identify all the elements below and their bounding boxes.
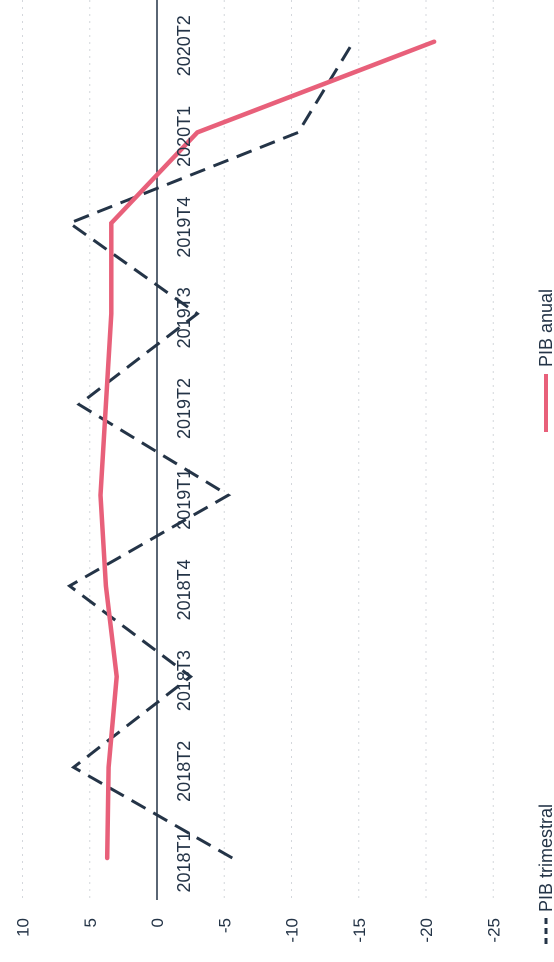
value-tick-labels: 10 5 0 -5 -10 -15 -20 -25 <box>14 918 504 943</box>
value-tick-label: -10 <box>283 918 302 943</box>
category-label: 2018T1 <box>174 831 194 892</box>
category-label: 2019T2 <box>174 378 194 439</box>
grid-lines <box>22 0 494 900</box>
category-label: 2019T3 <box>174 287 194 348</box>
value-tick-label: -15 <box>350 918 369 943</box>
value-tick-label: -5 <box>215 918 234 933</box>
series-line <box>98 39 437 861</box>
category-label: 2019T1 <box>174 469 194 530</box>
category-label: 2019T4 <box>174 197 194 258</box>
category-label: 2020T1 <box>174 106 194 167</box>
category-label: 2020T2 <box>174 15 194 76</box>
category-label: 2018T2 <box>174 741 194 802</box>
value-tick-label: -20 <box>417 918 436 943</box>
value-tick-label: 5 <box>81 918 100 927</box>
value-tick-label: 0 <box>148 918 167 927</box>
value-tick-label: -25 <box>484 918 503 943</box>
category-label: 2018T4 <box>174 559 194 620</box>
legend-label: PIB anual <box>536 289 554 367</box>
legend-label: PIB trimestral <box>536 804 554 912</box>
legend: PIB trimestral PIB anual <box>536 289 554 944</box>
series-line <box>66 40 355 860</box>
series-lines <box>66 39 437 861</box>
category-labels: 2018T1 2018T2 2018T3 2018T4 2019T1 2019T2 2019… <box>174 15 194 892</box>
value-tick-label: 10 <box>14 918 33 937</box>
category-label: 2018T3 <box>174 650 194 711</box>
